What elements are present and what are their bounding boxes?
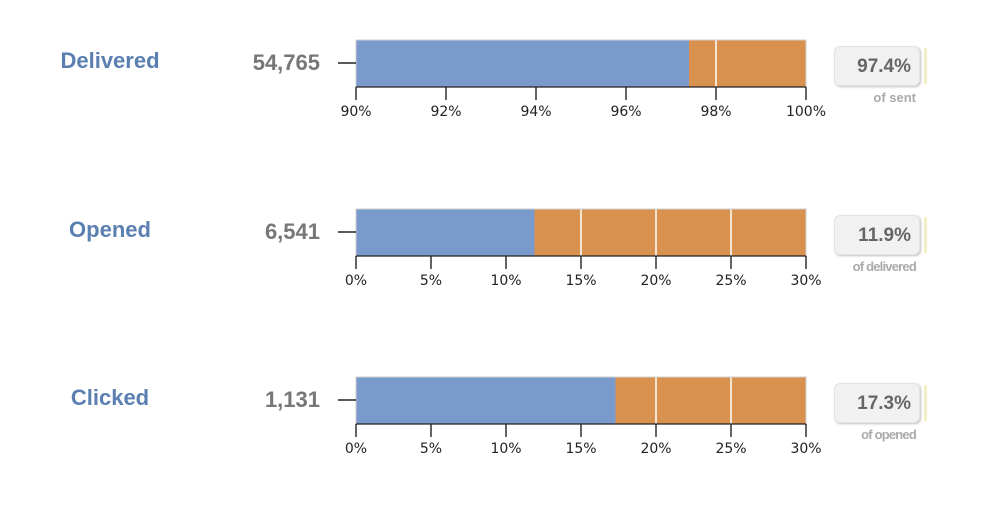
rate-badge-edge: [924, 385, 927, 421]
rate-badge-edge: [924, 48, 927, 84]
stage-count: 6,541: [264, 219, 320, 244]
rate-caption: of delivered: [852, 259, 917, 274]
x-tick-label: 92%: [430, 104, 461, 120]
x-tick-label: 98%: [700, 104, 731, 120]
x-tick-label: 25%: [715, 441, 746, 457]
rate-badge: 11.9%: [834, 215, 920, 255]
x-tick-label: 15%: [565, 273, 596, 289]
x-tick-label: 0%: [345, 441, 367, 457]
x-tick-label: 30%: [790, 273, 821, 289]
rate-caption: of sent: [873, 90, 916, 105]
rate-badge: 97.4%: [834, 46, 920, 86]
x-tick-label: 30%: [790, 441, 821, 457]
x-tick-label: 20%: [640, 273, 671, 289]
bullet-chart-clicked: 0% 5% 10% 15% 20% 25% 30%: [338, 376, 822, 457]
rate-badge: 17.3%: [834, 383, 920, 423]
x-tick-label: 5%: [420, 273, 442, 289]
funnel-row-clicked: Clicked 1,131 0% 5% 10% 15% 20% 25% 30% 17.3% …: [0, 376, 982, 507]
x-tick-label: 100%: [786, 104, 826, 120]
stage-count: 54,765: [252, 50, 320, 75]
x-tick-label: 0%: [345, 273, 367, 289]
bullet-chart-opened: 0% 5% 10% 15% 20% 25% 30%: [338, 208, 822, 289]
funnel-row-delivered: Delivered 54,765 90% 92% 94% 96% 98% 100% 97.…: [0, 39, 982, 170]
x-tick-label: 96%: [610, 104, 641, 120]
value-bar: [356, 209, 535, 256]
x-tick-label: 10%: [490, 441, 521, 457]
value-bar: [356, 40, 689, 87]
funnel-row-opened: Opened 6,541 0% 5% 10% 15% 20% 25% 30% 11.9% o…: [0, 208, 982, 339]
rate-caption: of opened: [861, 427, 917, 442]
value-bar: [356, 377, 616, 424]
rate-badge-edge: [924, 217, 927, 253]
stage-label: Opened: [69, 217, 151, 242]
x-tick-label: 94%: [520, 104, 551, 120]
stage-label: Clicked: [70, 385, 150, 410]
bullet-chart-delivered: 90% 92% 94% 96% 98% 100%: [338, 39, 826, 120]
stage-label: Delivered: [60, 48, 160, 73]
x-tick-label: 10%: [490, 273, 521, 289]
x-tick-label: 20%: [640, 441, 671, 457]
x-tick-label: 90%: [340, 104, 371, 120]
x-tick-label: 15%: [565, 441, 596, 457]
stage-count: 1,131: [264, 387, 320, 412]
x-tick-label: 5%: [420, 441, 442, 457]
x-tick-label: 25%: [715, 273, 746, 289]
